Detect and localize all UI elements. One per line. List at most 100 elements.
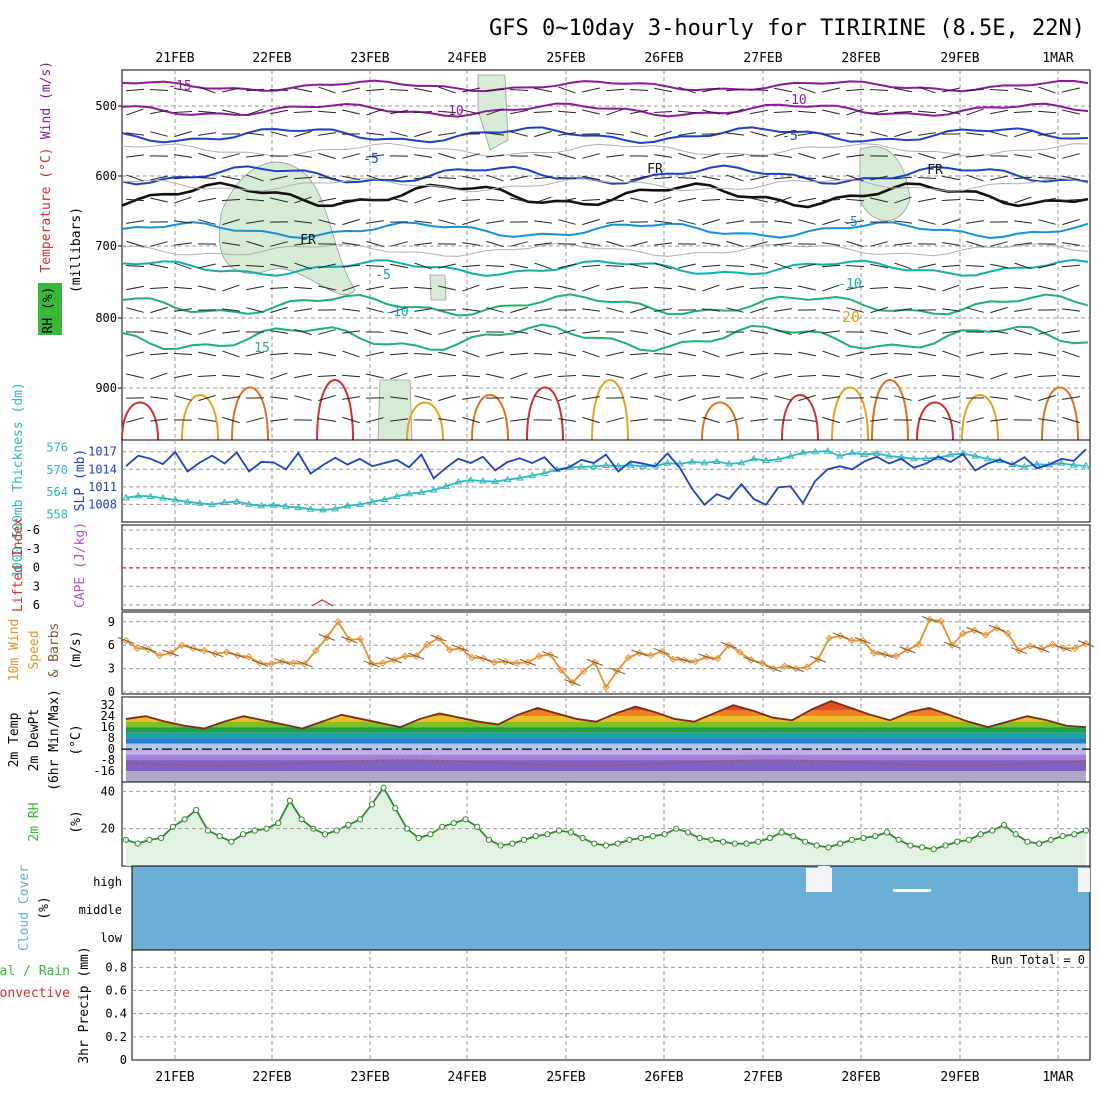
date-label-bottom: 24FEB <box>447 1070 486 1085</box>
date-label-bottom: 29FEB <box>940 1070 979 1085</box>
date-axis-bottom: 21FEB 22FEB 23FEB 24FEB 25FEB 26FEB 27FEB 28FEB… <box>155 1070 1073 1085</box>
temperature-contour <box>121 181 1089 209</box>
axis-label: 2m RH <box>27 802 42 841</box>
panel-frame <box>131 949 1091 1061</box>
wind-barb-10m <box>274 658 291 666</box>
temp-band <box>126 701 1086 711</box>
axis-label: Temperature (°C) <box>39 147 54 272</box>
wind-barb <box>414 87 432 93</box>
wind-barb <box>726 108 744 116</box>
wind-barb <box>846 351 864 357</box>
wind-barb <box>1061 374 1081 378</box>
temperature-contour <box>121 79 1089 93</box>
wind-barb <box>149 352 169 356</box>
rh-point <box>567 829 574 836</box>
wind-barb <box>774 130 792 138</box>
thickness-point <box>786 452 795 459</box>
wind-barb <box>870 263 888 269</box>
temperature-contour <box>121 258 1089 277</box>
contour-label: FR <box>927 163 943 178</box>
rh-point <box>146 836 153 843</box>
wind-speed-point <box>535 652 543 660</box>
date-label-bottom: 27FEB <box>743 1070 782 1085</box>
wind-barb <box>414 373 432 379</box>
wind-barb <box>654 395 672 401</box>
li-tick: 6 <box>33 598 40 612</box>
thickness-point <box>466 476 475 483</box>
wind-barb <box>893 111 913 113</box>
wind-barb <box>966 373 984 379</box>
temp-band <box>126 732 1086 739</box>
thickness-point <box>639 462 647 469</box>
wind-speed-point <box>959 629 967 638</box>
thickness-tick: 558 <box>46 508 68 522</box>
wind-barb <box>894 373 912 379</box>
thickness-point <box>183 497 192 505</box>
date-label-top: 26FEB <box>644 51 683 66</box>
wind-barb <box>222 416 240 424</box>
wind-barb-10m <box>1010 647 1028 655</box>
wind-barb <box>342 87 360 93</box>
wind-barb <box>294 242 312 246</box>
wind-barb <box>702 87 720 93</box>
wind-barb-10m <box>542 651 559 659</box>
rh-point <box>883 829 891 836</box>
rh-point <box>415 834 422 842</box>
rh-point <box>1036 840 1043 847</box>
precip-tick: 0 <box>120 1053 127 1067</box>
wind-barb <box>678 132 696 136</box>
wind-barb <box>389 89 409 91</box>
wind-barb <box>198 197 216 203</box>
wind-barb <box>197 375 217 377</box>
wind-barb <box>750 131 768 137</box>
wind-barb <box>966 307 984 313</box>
rh-point <box>544 831 551 838</box>
wind-barb <box>990 175 1008 181</box>
wind-barb <box>150 109 168 115</box>
wind-barb <box>606 307 624 313</box>
wind-barb <box>246 417 264 423</box>
axis-label: (millibars) <box>69 207 84 293</box>
thickness-point <box>614 462 623 469</box>
wind-barb <box>989 287 1009 289</box>
wind-barb <box>822 109 840 115</box>
thickness-point <box>589 462 598 470</box>
wind-barb <box>366 240 384 248</box>
wind-barb <box>678 285 696 291</box>
warm-contour <box>916 401 954 441</box>
rh-legend-swatch <box>38 283 62 335</box>
wind-barb <box>461 199 481 201</box>
axis-label: Cloud Cover <box>17 865 32 951</box>
wind-barb-10m <box>1033 645 1050 653</box>
wind-barb <box>678 351 696 357</box>
rh-point <box>649 833 656 840</box>
wind-barb <box>174 395 192 401</box>
wind-barb <box>629 352 649 356</box>
thickness-point <box>835 452 844 459</box>
rh-point <box>719 838 727 845</box>
wind-barb <box>149 89 169 91</box>
wind-speed-point <box>379 659 387 667</box>
wind-barb <box>1062 218 1080 226</box>
rh-point <box>193 806 200 814</box>
wind-barb <box>726 373 744 379</box>
wind-barb <box>653 111 673 113</box>
wind-barb <box>654 308 672 312</box>
wind-barb <box>293 111 313 113</box>
wind-barb <box>198 219 216 225</box>
wind-speed-point <box>401 652 409 660</box>
cloud-level-label: middle <box>79 903 122 917</box>
wind-barb <box>245 88 265 92</box>
wind-barb <box>1037 110 1057 114</box>
wind-barb <box>582 350 600 358</box>
wind-barb <box>966 351 984 357</box>
wind-barb <box>870 330 888 334</box>
wind-barb <box>557 177 577 179</box>
wind-barb <box>366 220 384 224</box>
wind-barb <box>150 131 168 137</box>
wind-barb <box>654 373 672 379</box>
wind-barb <box>510 372 528 380</box>
thickness-point <box>368 497 377 505</box>
wind-barb <box>846 240 864 248</box>
wind-barb-10m <box>452 644 470 652</box>
